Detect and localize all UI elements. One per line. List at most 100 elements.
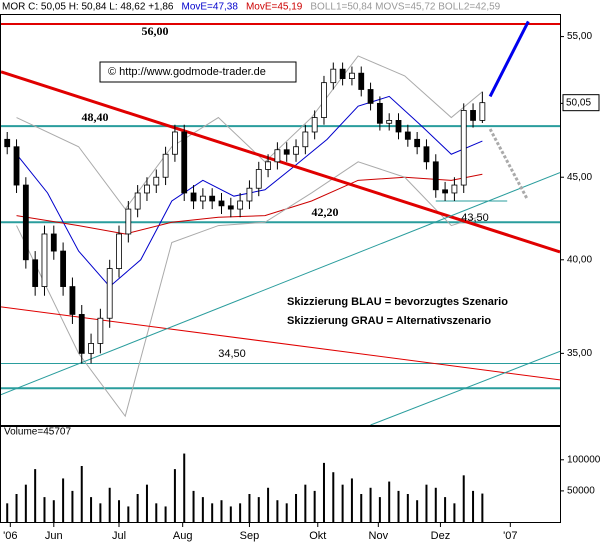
trend-line [488,20,530,98]
candle-body [134,192,141,210]
volume-title: Volume=45707 [4,427,71,438]
trend-line [488,128,529,201]
candle-body [321,82,327,118]
candle-body [13,146,20,186]
candle-body [116,233,122,269]
x-tick-label: Jul [112,530,126,542]
volume-bar [350,478,353,522]
x-tick-label: Aug [173,530,193,542]
volume-bar [276,500,279,522]
candle-body [106,268,113,319]
candle-body [22,184,29,261]
volume-bar [24,484,27,522]
volume-bar [416,500,419,522]
volume-bar [257,497,260,522]
candle-body [330,68,337,84]
candle-body [358,72,365,90]
candle-body [227,205,234,210]
candle-body [4,138,11,148]
candle-body [255,169,262,189]
y-tick-label: 45,00 [567,172,592,183]
volume-bar [71,490,74,522]
level-label: 43,50 [461,212,489,224]
candle-body [386,120,393,124]
note: Skizzierung BLAU = bevorzugtes Szenario [287,296,508,308]
price-layer [1,20,560,425]
candle-body [218,200,225,207]
candle-body [414,138,421,148]
candle-body [209,195,216,202]
candle-body [339,68,346,79]
indicator-line [16,173,483,235]
level-label: 48,40 [82,110,109,124]
indicator-line [16,161,483,418]
price-label: 50,05 [566,97,591,108]
header-info: MovE=47,38 [182,2,239,13]
indicator-line [16,55,483,210]
candle-body [60,250,67,287]
volume-bar [108,487,111,522]
candle-body [479,102,486,121]
y-tick-label: 55,00 [567,31,592,42]
level-label: 42,20 [312,205,339,219]
candle-body [404,131,411,140]
volume-bar [444,497,447,522]
volume-bar [285,503,288,522]
candle-body [88,343,94,354]
volume-bar [201,497,204,522]
volume-bar [313,490,316,522]
candle-body [78,314,85,354]
candle-body [237,200,244,210]
volume-bar [472,490,475,522]
volume-bar [220,500,223,522]
header-info: BOLL1=50,84 MOVS=45,72 BOLL2=42,59 [310,2,500,13]
volume-bar [43,497,46,522]
candle-body [41,233,48,287]
x-tick-label: '07 [503,530,517,542]
candle-body [172,131,178,155]
volume-bar [145,484,148,522]
volume-bar [248,494,251,522]
candle-body [395,120,402,133]
candle-body [153,176,160,186]
volume-bar [267,487,270,522]
volume-bar [322,462,325,522]
volume-bar [304,484,307,522]
candle-body [190,192,197,202]
x-tick-label: Sep [240,530,260,542]
candle-body [423,146,430,163]
volume-bar [80,466,83,522]
candle-body [349,72,355,79]
x-tick-label: Dez [431,530,451,542]
copyright-box [99,61,297,83]
copyright: © http://www.godmode-trader.de [108,66,266,78]
volume-bar [229,506,232,522]
candle-body [97,317,104,344]
candle-body [199,195,206,202]
volume-bar [173,469,176,522]
volume-bar [155,503,158,522]
candle-body [432,161,439,191]
volume-bar [434,487,437,522]
volume-panel [0,426,561,523]
x-tick-label: Okt [309,530,326,542]
volume-bar [332,472,335,522]
candle-body [451,184,458,194]
header-info: MovE=45,19 [246,2,303,13]
candle-body [470,110,476,121]
candle-body [50,233,57,252]
candle-body [293,146,299,155]
volume-bar [425,484,428,522]
y-tick-label: 100000 [567,454,601,465]
candle-body [376,102,383,124]
volume-bar [406,494,409,522]
volume-bar [192,490,195,522]
volume-bar [15,494,18,522]
candle-body [283,149,290,155]
candle-body [144,184,150,194]
candle-body [181,131,188,194]
candle-body [367,89,374,104]
candle-body [302,131,309,148]
volume-bar [34,469,37,522]
